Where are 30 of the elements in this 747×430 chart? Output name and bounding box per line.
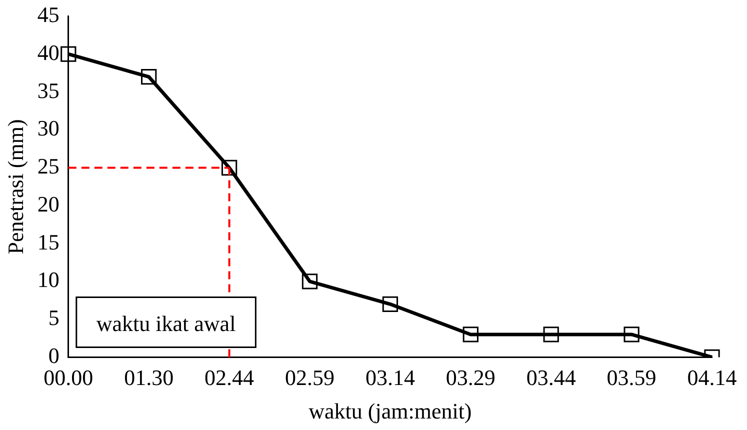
y-tick-label: 0: [48, 342, 60, 368]
point: [221, 160, 238, 176]
x-tick-label: 01.30: [124, 365, 174, 390]
annotation: waktu ikat awal: [96, 310, 236, 336]
x-tick-label: 03.44: [526, 365, 576, 390]
y-tick-label: 10: [37, 267, 60, 292]
x-tick-label: 02.59: [285, 365, 334, 390]
x-tick-label: 03.59: [606, 365, 656, 390]
y-tick-label: 40: [37, 40, 60, 65]
y-tick-label: 30: [37, 116, 60, 141]
y-tick-label: 35: [37, 78, 60, 103]
point: [543, 326, 559, 342]
y-tick-label: 5: [48, 305, 60, 330]
x-axis-title: waktu (jam:menit): [308, 398, 472, 424]
x-tick-label: 03.14: [365, 365, 415, 390]
y-tick-label: 25: [37, 154, 60, 179]
x-tick-label: 02.44: [204, 365, 254, 390]
x-tick-label: 00.00: [44, 365, 94, 390]
point: [624, 326, 640, 342]
x-tick-label: 04.14: [687, 365, 737, 390]
y-axis-title: Penetrasi (mm): [2, 119, 28, 254]
point: [141, 69, 157, 85]
y-tick-label: 20: [37, 191, 60, 216]
point: [462, 326, 478, 342]
point: [382, 296, 398, 312]
point: [302, 274, 318, 290]
y-tick-label: 15: [37, 229, 60, 254]
point: [60, 46, 76, 62]
x-tick-label: 03.29: [446, 365, 496, 390]
y-tick-label: 45: [37, 2, 60, 27]
